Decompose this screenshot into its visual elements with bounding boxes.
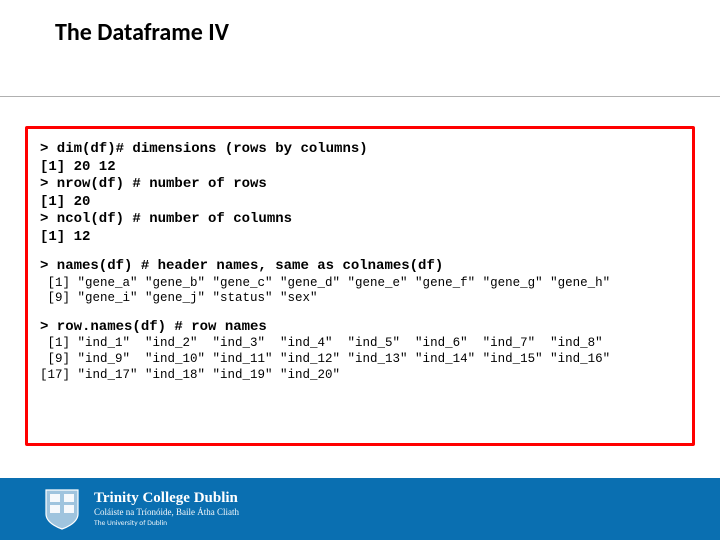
code-line: [1] 12 bbox=[40, 229, 680, 247]
university-sub: The University of Dublin bbox=[94, 520, 239, 528]
spacer bbox=[40, 307, 680, 319]
university-crest-icon bbox=[44, 488, 80, 530]
code-line: > ncol(df) # number of columns bbox=[40, 211, 680, 229]
code-output-line: [17] "ind_17" "ind_18" "ind_19" "ind_20" bbox=[40, 368, 680, 384]
code-line: > nrow(df) # number of rows bbox=[40, 176, 680, 194]
code-output-line: [1] "gene_a" "gene_b" "gene_c" "gene_d" … bbox=[40, 276, 680, 292]
code-line: > dim(df)# dimensions (rows by columns) bbox=[40, 141, 680, 159]
slide-title: The Dataframe IV bbox=[55, 18, 229, 47]
university-name: Trinity College Dublin bbox=[94, 490, 239, 507]
code-output-line: [9] "ind_9" "ind_10" "ind_11" "ind_12" "… bbox=[40, 352, 680, 368]
code-output-line: [9] "gene_i" "gene_j" "status" "sex" bbox=[40, 291, 680, 307]
slide: The Dataframe IV > dim(df)# dimensions (… bbox=[0, 0, 720, 540]
code-block: > dim(df)# dimensions (rows by columns) … bbox=[25, 126, 695, 446]
code-line: > row.names(df) # row names bbox=[40, 319, 680, 337]
footer-text: Trinity College Dublin Coláiste na Tríon… bbox=[94, 490, 239, 529]
divider-line bbox=[0, 96, 720, 97]
university-gaelic: Coláiste na Tríonóide, Baile Átha Cliath bbox=[94, 508, 239, 518]
spacer bbox=[40, 246, 680, 258]
code-line: [1] 20 bbox=[40, 194, 680, 212]
footer-bar: Trinity College Dublin Coláiste na Tríon… bbox=[0, 478, 720, 540]
code-line: [1] 20 12 bbox=[40, 159, 680, 177]
code-line: > names(df) # header names, same as coln… bbox=[40, 258, 680, 276]
code-output-line: [1] "ind_1" "ind_2" "ind_3" "ind_4" "ind… bbox=[40, 336, 680, 352]
